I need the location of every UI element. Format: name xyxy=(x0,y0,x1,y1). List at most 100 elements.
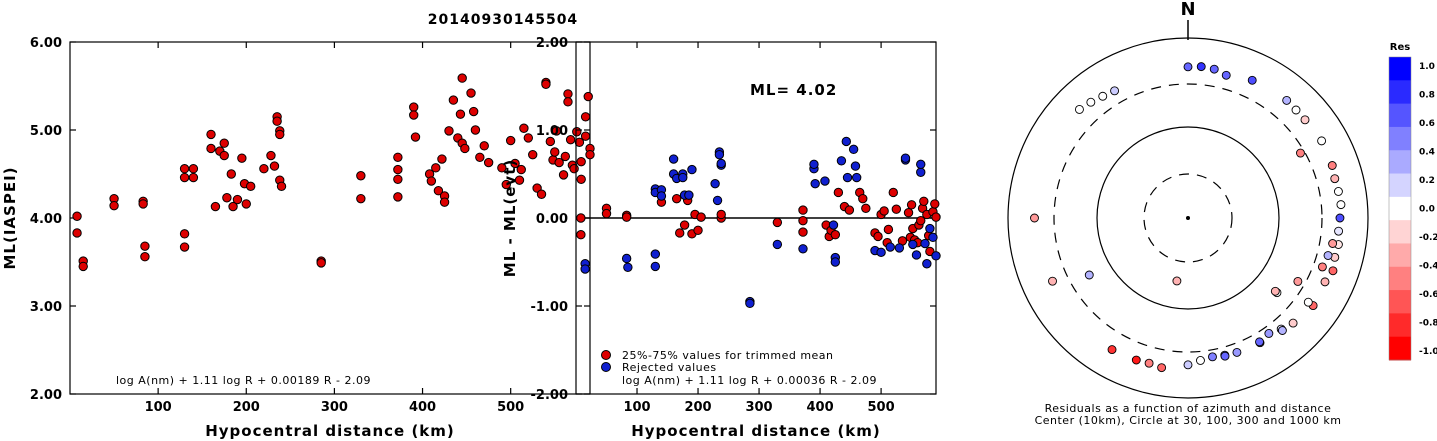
center-dot xyxy=(1186,216,1190,220)
data-point xyxy=(861,203,871,214)
ml-iaspei-panel: 2.00 3.00 4.00 5.00 6.00 100 200 300 400 500 ML(… xyxy=(1,36,595,440)
data-point xyxy=(684,190,694,200)
data-point xyxy=(621,212,632,222)
data-point xyxy=(836,156,847,166)
data-point xyxy=(668,154,679,164)
data-point xyxy=(580,131,591,141)
data-point xyxy=(431,163,441,173)
data-point xyxy=(523,133,534,143)
residual-point xyxy=(1291,105,1301,115)
residual-points xyxy=(1030,62,1346,373)
y-tick-labels: -2.00 -1.00 0.00 1.00 2.00 xyxy=(531,36,936,403)
data-point xyxy=(259,164,269,174)
x-tick-label: 300 xyxy=(745,400,772,415)
data-point xyxy=(712,195,723,206)
data-point xyxy=(714,149,725,160)
colorbar-swatch xyxy=(1389,313,1411,338)
data-point xyxy=(858,193,868,204)
residual-point xyxy=(1183,62,1193,72)
data-point xyxy=(356,171,366,181)
x-tick-label: 400 xyxy=(409,400,436,415)
data-point xyxy=(844,205,855,215)
data-point xyxy=(554,157,564,168)
ml-residual-panel: -2.00 -1.00 0.00 1.00 2.00 100 200 300 400 500 M… xyxy=(501,36,941,440)
data-point xyxy=(916,159,926,170)
data-point xyxy=(916,167,926,177)
data-point xyxy=(519,123,529,133)
data-point xyxy=(650,249,661,259)
colorbar: Res 1.0 0.8 0.6 0.4 0.2 0.0 -0.2 -0.4 -0.6 -0.8 -1… xyxy=(1388,42,1437,361)
residual-point xyxy=(1131,355,1141,365)
colorbar-swatch xyxy=(1389,220,1411,244)
data-point xyxy=(138,199,148,209)
y-axis-label: ML - ML(evt) xyxy=(501,159,519,277)
data-points xyxy=(72,73,595,272)
residual-point xyxy=(1320,277,1330,287)
legend-label-trimmed: 25%-75% values for trimmed mean xyxy=(622,349,834,362)
data-point xyxy=(188,164,199,174)
y-tick-label: -1.00 xyxy=(531,300,568,315)
data-point xyxy=(272,116,282,126)
colorbar-swatch xyxy=(1389,150,1411,175)
legend: 25%-75% values for trimmed mean Rejected… xyxy=(601,349,834,374)
colorbar-swatch xyxy=(1389,126,1411,151)
colorbar-swatch xyxy=(1389,243,1411,268)
data-point xyxy=(393,174,403,184)
data-point xyxy=(455,109,466,119)
colorbar-tick-label: 0.4 xyxy=(1419,148,1435,158)
x-tick-label: 300 xyxy=(321,400,348,415)
data-point xyxy=(580,112,591,122)
colorbar-swatch xyxy=(1389,173,1411,198)
data-point xyxy=(448,95,459,105)
residual-point xyxy=(1264,329,1274,338)
y-axis-label: ML(IASPEI) xyxy=(1,166,19,269)
data-point xyxy=(140,241,150,251)
data-point xyxy=(716,158,726,169)
data-point xyxy=(798,244,808,254)
residual-point xyxy=(1327,161,1337,170)
data-point xyxy=(678,172,688,183)
north-label: N xyxy=(1180,0,1195,20)
data-point xyxy=(798,215,808,226)
data-point xyxy=(179,164,190,174)
data-point xyxy=(569,164,579,174)
data-point xyxy=(275,129,285,140)
residual-point xyxy=(1084,270,1094,280)
data-point xyxy=(574,137,585,148)
data-points xyxy=(576,136,941,309)
data-point xyxy=(460,143,470,154)
residual-point xyxy=(1172,276,1182,286)
data-point xyxy=(841,136,852,147)
data-point xyxy=(850,161,861,171)
residual-point xyxy=(1255,337,1264,347)
data-point xyxy=(563,97,573,107)
data-point xyxy=(696,212,706,222)
x-tick-label: 200 xyxy=(684,400,711,415)
data-point xyxy=(798,205,808,215)
residual-point xyxy=(1328,266,1338,276)
figure-title: 20140930145504 xyxy=(428,12,578,28)
data-point xyxy=(188,172,199,183)
data-point xyxy=(580,264,590,274)
data-point xyxy=(925,223,935,234)
data-point xyxy=(483,157,494,168)
data-point xyxy=(514,175,525,185)
colorbar-tick-label: -0.4 xyxy=(1419,262,1437,272)
data-point xyxy=(550,147,560,157)
data-point xyxy=(911,250,922,260)
data-point xyxy=(266,150,276,161)
data-point xyxy=(623,262,633,272)
data-point xyxy=(671,193,682,204)
data-point xyxy=(276,181,287,192)
x-tick-label: 100 xyxy=(145,400,172,415)
residual-point xyxy=(1330,174,1340,184)
colorbar-swatch xyxy=(1389,266,1411,291)
caption-line-2: Center (10km), Circle at 30, 100, 300 an… xyxy=(1035,414,1342,427)
ml-value-annotation: ML= 4.02 xyxy=(750,81,837,99)
colorbar-tick-label: -0.2 xyxy=(1419,233,1437,243)
x-tick-label: 500 xyxy=(497,400,524,415)
colorbar-tick-label: -1.0 xyxy=(1419,347,1437,357)
data-point xyxy=(908,239,918,250)
x-tick-labels: 100 200 300 400 500 xyxy=(623,42,895,415)
